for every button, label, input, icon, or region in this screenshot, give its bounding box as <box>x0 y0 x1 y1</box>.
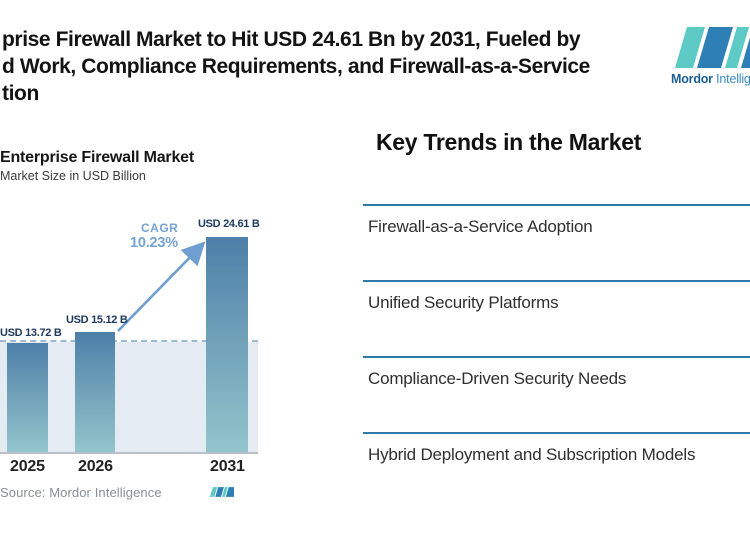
chart-title: Enterprise Firewall Market <box>0 149 194 166</box>
headline-line-3: tion <box>2 82 39 105</box>
x-axis-line <box>0 452 258 454</box>
bar-value-label-2031: USD 24.61 B <box>198 218 260 230</box>
mordor-logo-small-icon <box>210 484 234 505</box>
brand-logo: Mordor Intelligence <box>671 27 750 86</box>
brand-name-regular: Intelligence <box>716 72 750 86</box>
trend-item-hybrid-deployment: Hybrid Deployment and Subscription Model… <box>363 432 750 508</box>
cagr-label: CAGR <box>141 221 179 235</box>
bar-2031 <box>206 237 248 452</box>
brand-name-bold: Mordor <box>671 72 713 86</box>
headline: prise Firewall Market to Hit USD 24.61 B… <box>2 26 590 107</box>
reference-dashed-line <box>0 340 258 342</box>
trends-list: Firewall-as-a-Service Adoption Unified S… <box>363 204 750 508</box>
chart-subtitle: Market Size in USD Billion <box>0 169 146 183</box>
x-tick-2026: 2026 <box>78 458 113 475</box>
trend-item-faas-adoption: Firewall-as-a-Service Adoption <box>363 204 750 280</box>
cagr-value: 10.23% <box>130 235 178 251</box>
bar-2025 <box>7 343 48 452</box>
brand-wordmark: Mordor Intelligence <box>671 72 750 86</box>
trends-title: Key Trends in the Market <box>376 129 642 155</box>
x-tick-2031: 2031 <box>210 458 245 475</box>
headline-line-1: prise Firewall Market to Hit USD 24.61 B… <box>2 28 581 51</box>
bar-2026 <box>75 332 115 452</box>
headline-line-2: d Work, Compliance Requirements, and Fir… <box>2 55 590 78</box>
x-tick-2025: 2025 <box>10 458 45 475</box>
bar-value-label-2026: USD 15.12 B <box>66 314 128 326</box>
trend-item-unified-security: Unified Security Platforms <box>363 280 750 356</box>
mordor-intelligence-logo-icon <box>675 27 750 68</box>
source-note: Source: Mordor Intelligence <box>0 485 162 500</box>
bar-value-label-2025: USD 13.72 B <box>0 327 62 339</box>
trend-item-compliance-driven: Compliance-Driven Security Needs <box>363 356 750 432</box>
